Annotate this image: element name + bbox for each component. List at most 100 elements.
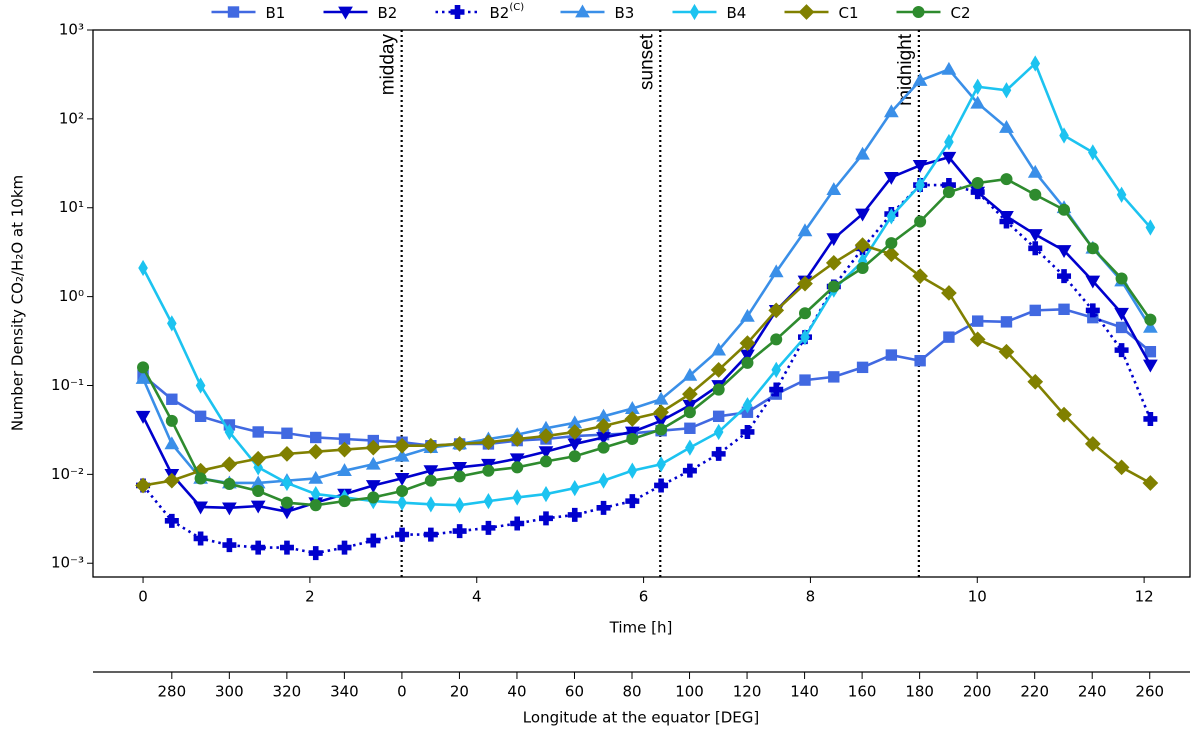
marker: [740, 424, 755, 439]
legend-label: C2: [951, 4, 971, 22]
legend-label-text: B4: [727, 4, 747, 22]
marker: [365, 439, 382, 456]
marker: [1059, 127, 1069, 144]
marker: [367, 491, 380, 504]
marker: [338, 495, 351, 508]
marker: [1027, 373, 1044, 390]
marker: [596, 500, 611, 515]
marker: [135, 477, 151, 494]
marker: [310, 431, 322, 444]
marker: [193, 501, 208, 515]
marker: [1028, 241, 1043, 256]
marker: [683, 406, 696, 419]
marker: [854, 237, 871, 253]
marker: [252, 484, 265, 498]
marker: [366, 533, 381, 548]
marker: [768, 264, 784, 278]
marker: [595, 418, 612, 434]
legend-label-text: B1: [266, 4, 286, 22]
marker: [941, 285, 957, 301]
x2-tick-label: 40: [507, 683, 526, 701]
marker: [885, 349, 898, 361]
marker: [914, 355, 926, 367]
marker: [394, 437, 410, 454]
y-tick-label: 10⁻¹: [51, 376, 84, 394]
marker: [1056, 406, 1072, 423]
marker: [452, 524, 467, 539]
x-tick-label: 4: [472, 588, 482, 606]
series: [135, 61, 1158, 489]
x2-tick-label: 60: [565, 683, 584, 701]
marker: [944, 133, 954, 151]
marker: [223, 477, 236, 490]
marker: [1027, 229, 1043, 243]
x-tick-label: 8: [806, 588, 816, 606]
marker: [625, 494, 640, 509]
x-tick-label: 0: [138, 588, 148, 606]
marker: [941, 61, 957, 75]
legend-marker: [912, 5, 925, 19]
x2-tick-label: 280: [157, 683, 186, 701]
marker: [281, 427, 293, 439]
legend-marker: [798, 4, 815, 20]
marker: [885, 237, 898, 250]
legend-label: B2: [378, 4, 398, 22]
marker: [337, 463, 352, 477]
marker: [568, 450, 581, 463]
marker: [426, 496, 436, 513]
marker: [769, 382, 784, 397]
marker: [712, 383, 725, 396]
marker: [279, 446, 295, 462]
marker: [1001, 82, 1012, 99]
marker: [770, 333, 783, 346]
marker: [627, 462, 638, 479]
y-tick-label: 10²: [59, 109, 84, 127]
series-line: [141, 61, 1152, 507]
marker: [1114, 343, 1129, 358]
legend-label-text: B2: [490, 4, 510, 22]
annotation-label: midday: [378, 34, 399, 96]
x2-tick-label: 300: [215, 683, 244, 701]
x-tick-label: 10: [968, 588, 987, 606]
marker: [1144, 345, 1157, 358]
marker: [365, 480, 381, 493]
series-line: [142, 243, 1151, 487]
marker: [511, 461, 524, 474]
marker: [569, 479, 580, 497]
x2-tick-label: 180: [905, 683, 934, 701]
marker: [1084, 436, 1101, 452]
plot-frame: [92, 29, 1191, 578]
y-tick-label: 10¹: [59, 198, 84, 216]
x-tick-label: 2: [305, 588, 315, 606]
marker: [972, 78, 983, 95]
series-line: [141, 155, 1152, 514]
marker: [1142, 475, 1159, 491]
legend-label-text: B2: [378, 4, 398, 22]
marker: [308, 546, 323, 561]
marker: [195, 377, 206, 394]
marker: [914, 215, 927, 228]
marker: [394, 473, 410, 486]
marker: [710, 361, 727, 378]
marker: [1086, 242, 1099, 255]
marker: [825, 254, 842, 271]
marker: [942, 186, 955, 199]
marker: [164, 513, 179, 528]
marker: [480, 434, 497, 451]
marker: [538, 511, 553, 526]
marker: [682, 463, 697, 478]
marker: [396, 484, 409, 498]
marker: [826, 182, 842, 195]
legend-label: B3: [615, 4, 635, 22]
x2-tick-label: 200: [963, 683, 992, 701]
marker: [970, 95, 986, 109]
marker: [684, 422, 696, 434]
marker: [394, 448, 410, 462]
marker: [481, 520, 496, 535]
marker: [222, 538, 237, 553]
marker: [510, 516, 525, 531]
marker: [856, 261, 869, 275]
marker: [424, 474, 437, 487]
marker: [164, 436, 180, 450]
